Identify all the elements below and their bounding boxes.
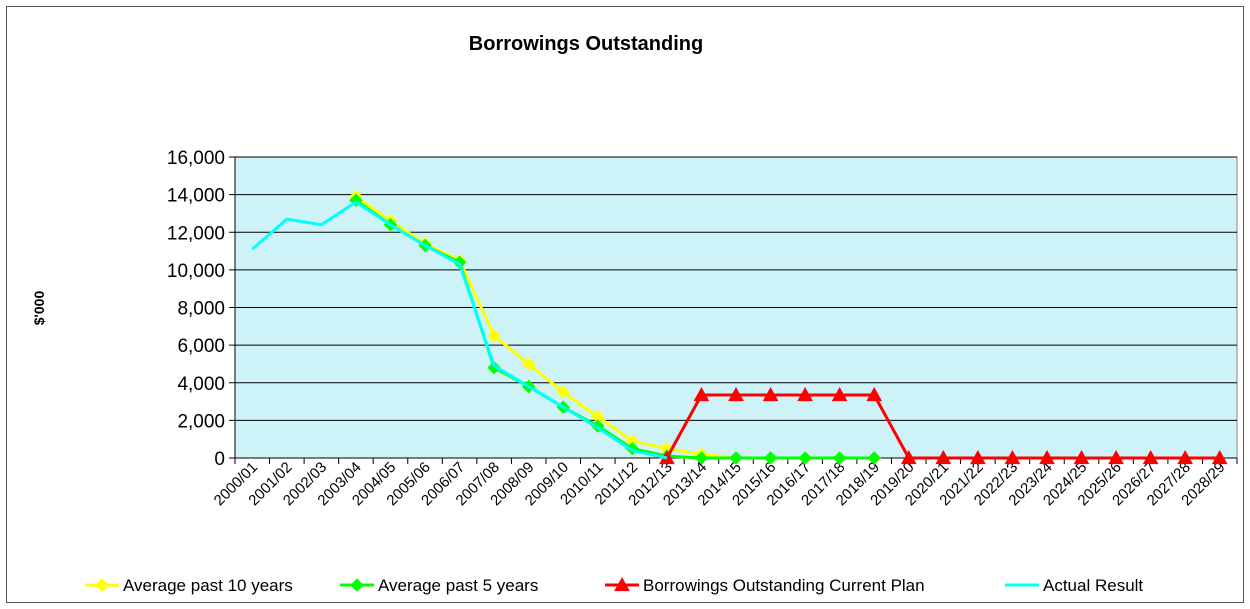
chart-frame: Borrowings Outstanding $'000 0 2,000 4,000… [6,6,1244,603]
y-tick-label: 6,000 [177,336,225,357]
data-point-borrowings-outstanding-current-plan [1073,449,1090,465]
data-point-average-past-5-years [832,451,847,465]
legend-label: Average past 5 years [378,576,538,595]
y-tick-label: 2,000 [177,411,225,432]
data-point-borrowings-outstanding-current-plan [1108,449,1124,465]
chart-title: Borrowings Outstanding [469,33,703,55]
data-point-average-past-5-years [487,360,501,375]
series-line-actual-result [251,200,668,460]
data-point-average-past-5-years [798,451,812,465]
data-point-borrowings-outstanding-current-plan [935,449,952,465]
y-tick-label: 8,000 [177,299,225,320]
data-point-borrowings-outstanding-current-plan [1142,449,1159,465]
y-tick-label: 10,000 [167,261,225,282]
data-point-borrowings-outstanding-current-plan [900,449,917,465]
data-point-borrowings-outstanding-current-plan [693,386,710,402]
data-point-borrowings-outstanding-current-plan [1039,449,1055,465]
data-point-borrowings-outstanding-current-plan [1211,449,1228,465]
legend-label: Average past 10 years [123,576,293,595]
data-point-borrowings-outstanding-current-plan [1004,449,1021,465]
borrowings-chart: Borrowings Outstanding $'000 0 2,000 4,000… [31,33,1238,595]
y-tick-label: 12,000 [167,223,225,244]
data-point-borrowings-outstanding-current-plan [970,449,986,465]
legend-marker [614,576,630,592]
y-tick-label: 16,000 [167,148,225,169]
data-point-average-past-5-years [867,451,881,465]
data-point-average-past-5-years [694,451,709,465]
data-point-borrowings-outstanding-current-plan [797,386,813,402]
legend-marker [350,578,364,592]
y-tick-label: 4,000 [177,374,225,395]
y-axis-label: $'000 [31,291,47,326]
data-point-borrowings-outstanding-current-plan [1177,449,1194,465]
data-point-average-past-10-years [556,385,570,399]
data-point-average-past-10-years [521,357,536,371]
legend-label: Borrowings Outstanding Current Plan [643,576,925,595]
data-point-borrowings-outstanding-current-plan [728,386,744,402]
legend: Average past 10 years Average past 5 year… [85,576,1143,595]
data-point-average-past-10-years [487,329,501,343]
y-tick-label: 0 [214,449,225,470]
data-point-borrowings-outstanding-current-plan [866,386,883,402]
data-point-borrowings-outstanding-current-plan [831,386,848,402]
plot-area: 0 2,000 4,000 6,000 8,000 10,000 12,000 14,000 1… [167,148,1238,509]
y-tick-label: 14,000 [167,186,225,207]
legend-label: Actual Result [1043,576,1143,595]
legend-marker [95,578,109,592]
data-point-borrowings-outstanding-current-plan [762,386,779,402]
data-point-average-past-5-years [763,451,778,465]
data-point-average-past-5-years [729,451,743,465]
